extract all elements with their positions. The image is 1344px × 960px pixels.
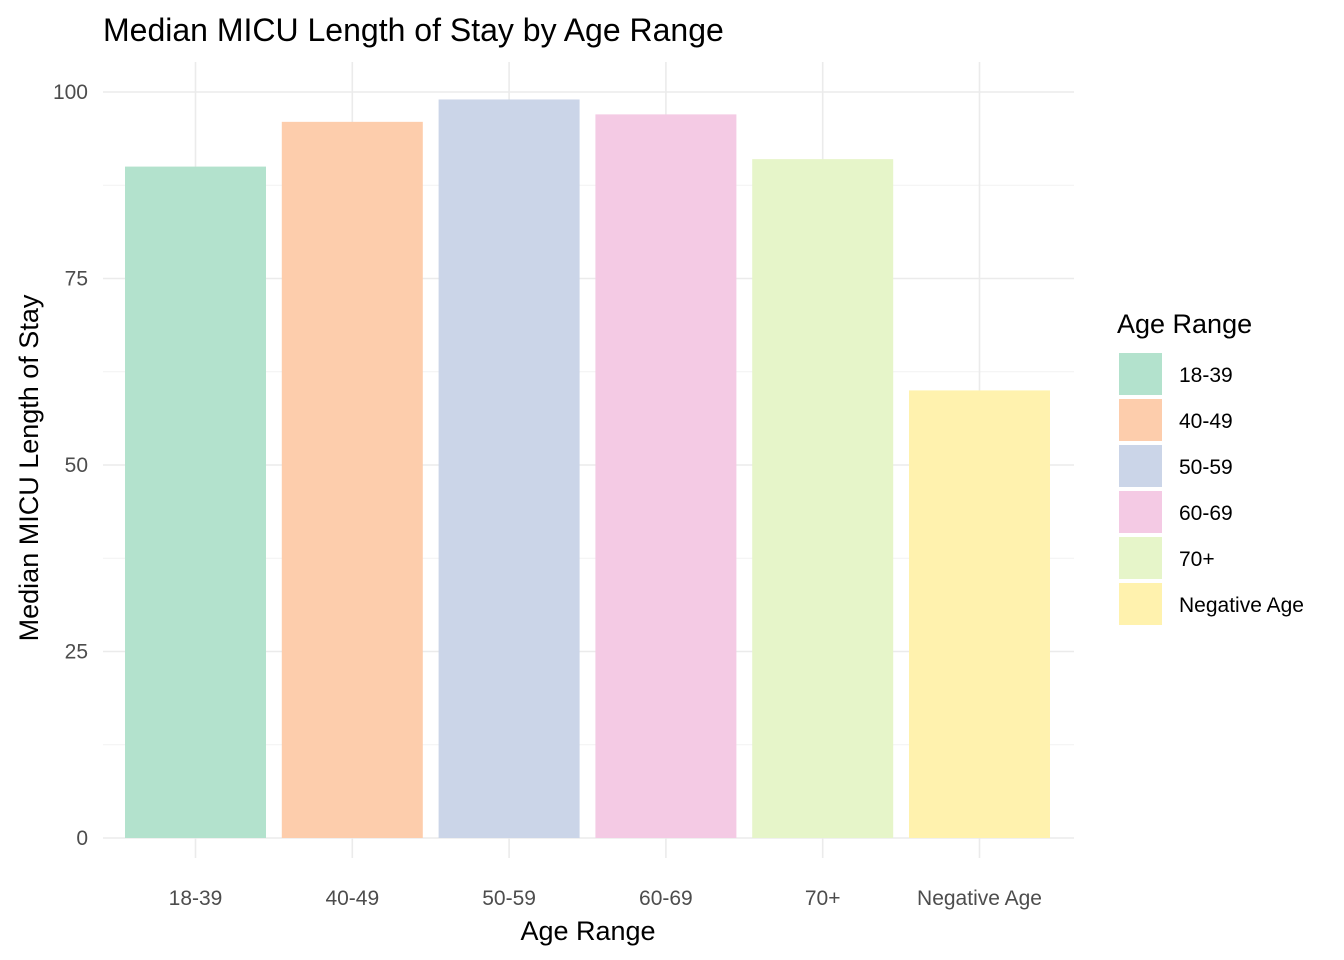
- legend-key: [1119, 537, 1162, 579]
- y-tick-label: 25: [65, 641, 88, 664]
- x-axis-title: Age Range: [520, 916, 655, 946]
- y-tick-label: 100: [53, 81, 88, 104]
- y-axis-ticks: 0 25 50 75 100: [53, 81, 88, 850]
- y-tick-label: 50: [65, 454, 88, 477]
- legend-entry-label: 60-69: [1179, 502, 1233, 525]
- y-tick-label: 75: [65, 268, 88, 291]
- legend: Age Range 18-39 40-49 50-59 60-69 70+ Negativ…: [1117, 309, 1304, 625]
- bar-50-59: [438, 99, 580, 838]
- bar-negative-age: [909, 390, 1050, 838]
- x-tick-label: 60-69: [639, 887, 693, 910]
- x-tick-label: 40-49: [325, 887, 379, 910]
- chart-title: Median MICU Length of Stay by Age Range: [103, 12, 724, 48]
- x-axis-ticks: 18-39 40-49 50-59 60-69 70+ Negative Age: [169, 887, 1042, 910]
- legend-key: [1119, 353, 1162, 395]
- legend-entry-label: 70+: [1179, 548, 1215, 571]
- bar-18-39: [125, 166, 266, 839]
- legend-entry-label: 50-59: [1179, 456, 1233, 479]
- x-tick-label: 70+: [805, 887, 841, 910]
- x-tick-label: Negative Age: [917, 887, 1042, 910]
- bar-60-69: [595, 114, 737, 838]
- legend-key: [1119, 445, 1162, 487]
- legend-entry-label: Negative Age: [1179, 594, 1304, 617]
- bar-70-: [752, 159, 894, 838]
- legend-key: [1119, 399, 1162, 441]
- legend-entry-label: 40-49: [1179, 410, 1233, 433]
- legend-entry-label: 18-39: [1179, 364, 1233, 387]
- legend-key: [1119, 583, 1162, 625]
- x-tick-label: 50-59: [482, 887, 536, 910]
- bars: [125, 99, 1050, 839]
- legend-key: [1119, 491, 1162, 533]
- bar-40-49: [281, 121, 423, 839]
- x-tick-label: 18-39: [169, 887, 223, 910]
- legend-title: Age Range: [1117, 309, 1252, 339]
- y-axis-title: Median MICU Length of Stay: [14, 294, 44, 641]
- y-tick-label: 0: [76, 827, 88, 850]
